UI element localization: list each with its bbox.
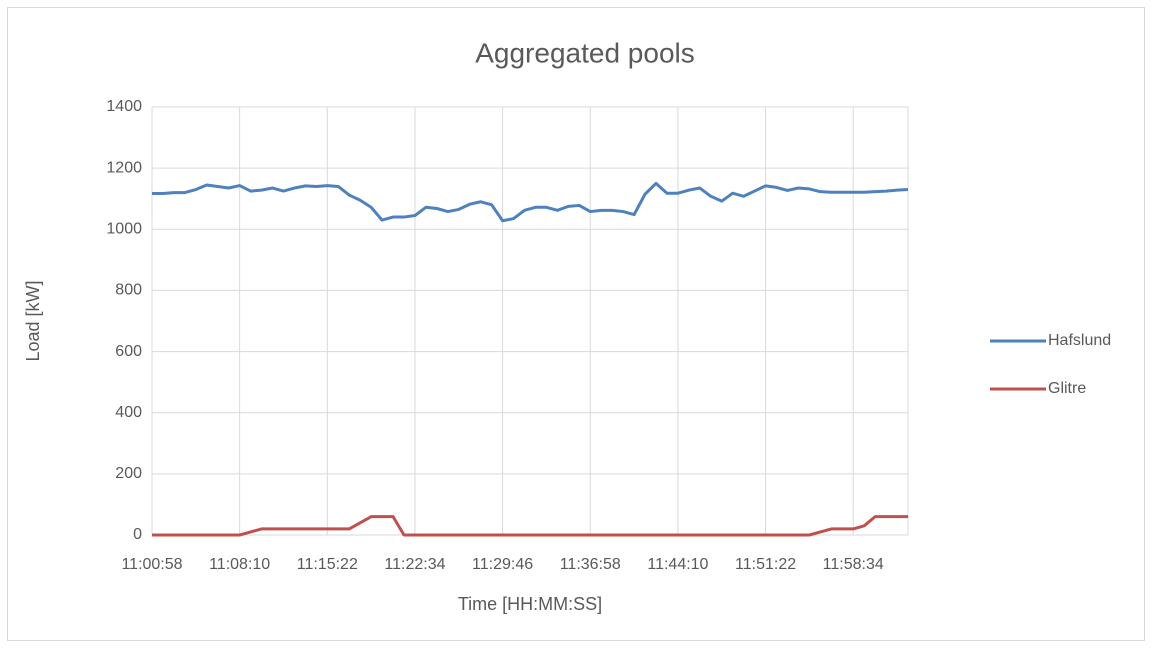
x-tick-label: 11:00:58	[121, 556, 182, 573]
x-tick-label: 11:36:58	[560, 556, 621, 573]
x-tick-label: 11:29:46	[472, 556, 533, 573]
x-tick-label: 11:51:22	[735, 556, 796, 573]
y-tick-label: 400	[115, 404, 142, 421]
legend-label: Glitre	[1048, 380, 1086, 397]
chart-title: Aggregated pools	[475, 37, 695, 68]
x-tick-label: 11:44:10	[647, 556, 708, 573]
y-tick-label: 600	[115, 343, 142, 360]
y-tick-label: 1000	[106, 221, 142, 238]
series-line	[152, 515, 908, 537]
y-axis-label: Load [kW]	[23, 280, 43, 361]
legend-label: Hafslund	[1048, 332, 1111, 349]
chart-border	[7, 7, 1145, 641]
y-tick-label: 800	[115, 282, 142, 299]
series-line	[152, 181, 909, 223]
x-tick-label: 11:58:34	[823, 556, 884, 573]
y-tick-label: 1200	[106, 159, 142, 176]
x-tick-label: 11:22:34	[384, 556, 445, 573]
x-axis-label: Time [HH:MM:SS]	[458, 594, 602, 614]
y-tick-label: 1400	[106, 98, 142, 115]
y-tick-label: 0	[133, 526, 142, 543]
x-tick-label: 11:15:22	[297, 556, 358, 573]
y-tick-label: 200	[115, 465, 142, 482]
x-tick-label: 11:08:10	[209, 556, 270, 573]
